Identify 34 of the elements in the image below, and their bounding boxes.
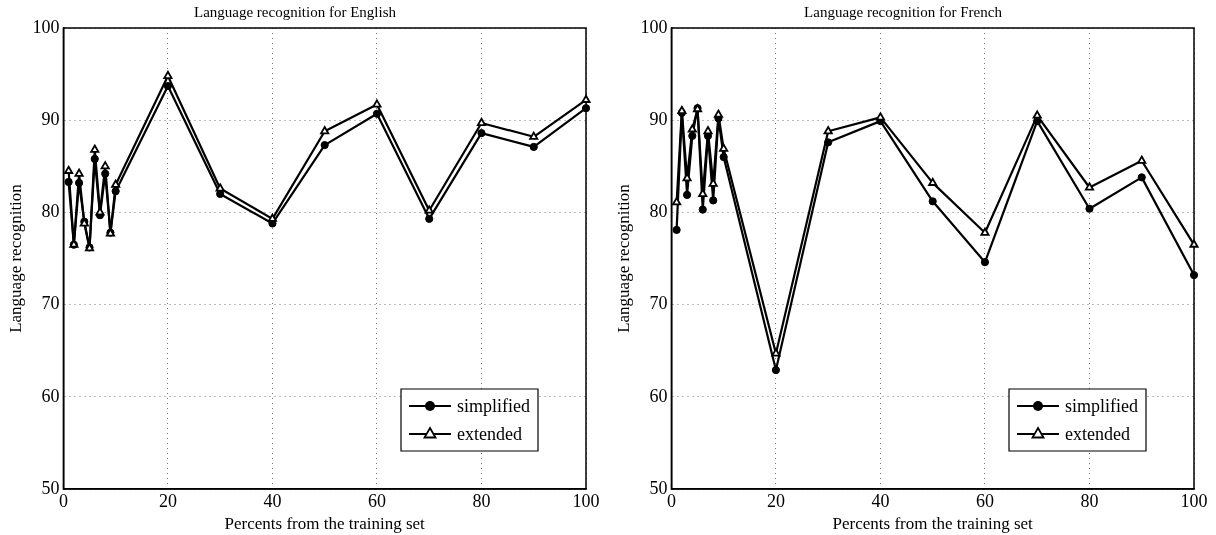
x-tick-label: 0 <box>666 490 676 511</box>
x-axis-title: Percents from the training set <box>224 514 426 534</box>
y-tick-label: 90 <box>41 108 60 129</box>
y-axis-title: Language recognition <box>5 183 25 333</box>
x-tick-label: 100 <box>1180 490 1208 511</box>
legend-label: simplified <box>1065 395 1139 416</box>
x-tick-label: 40 <box>263 490 282 511</box>
y-tick-label: 100 <box>640 16 668 37</box>
y-tick-label: 60 <box>41 385 60 406</box>
y-tick-label: 80 <box>41 201 60 222</box>
x-tick-label: 60 <box>367 490 386 511</box>
y-tick-label: 50 <box>41 477 60 498</box>
chart-title: Language recognition for French <box>804 3 1003 20</box>
legend-label: extended <box>457 423 522 444</box>
x-axis-title: Percents from the training set <box>832 514 1034 534</box>
x-tick-label: 60 <box>975 490 994 511</box>
y-tick-label: 80 <box>649 201 668 222</box>
y-axis-title: Language recognition <box>613 183 633 333</box>
x-tick-label: 80 <box>1080 490 1099 511</box>
y-tick-label: 70 <box>649 293 668 314</box>
x-tick-label: 20 <box>766 490 785 511</box>
y-tick-label: 60 <box>649 385 668 406</box>
x-tick-label: 20 <box>158 490 177 511</box>
y-tick-label: 100 <box>32 16 60 37</box>
legend-label: simplified <box>457 395 531 416</box>
y-tick-label: 70 <box>41 293 60 314</box>
x-tick-label: 0 <box>58 490 68 511</box>
y-tick-label: 90 <box>649 108 668 129</box>
chart-title: Language recognition for English <box>193 3 397 20</box>
y-tick-label: 50 <box>649 477 668 498</box>
x-tick-label: 100 <box>572 490 600 511</box>
x-tick-label: 80 <box>472 490 491 511</box>
x-tick-label: 40 <box>871 490 890 511</box>
legend-label: extended <box>1065 423 1130 444</box>
